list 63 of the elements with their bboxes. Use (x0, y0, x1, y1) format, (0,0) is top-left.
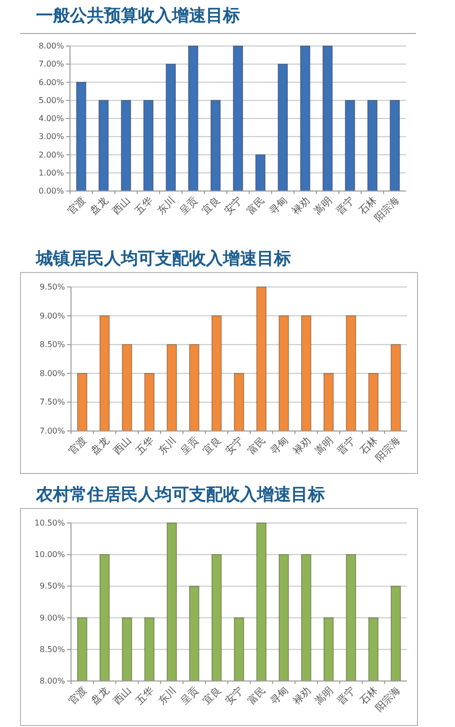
y-tick-label: 8.00% (40, 676, 66, 686)
y-tick-label: 0.00% (38, 186, 64, 196)
x-tick-label: 宜良 (200, 194, 222, 218)
chart-title: 城镇居民人均可支配收入增速目标 (36, 248, 291, 270)
x-tick-label: 官渡 (66, 684, 90, 708)
x-tick-label: 盘龙 (88, 194, 110, 218)
x-tick-label: 嵩明 (312, 684, 336, 708)
y-tick-label: 9.50% (40, 582, 66, 591)
x-tick-label: 盘龙 (88, 684, 112, 708)
x-tick-label: 富民 (244, 194, 268, 218)
y-tick-label: 7.00% (38, 60, 64, 69)
x-tick-label: 寻甸 (268, 684, 291, 708)
x-tick-label: 禄劝 (289, 194, 312, 218)
x-tick-label: 官渡 (65, 194, 88, 218)
x-tick-label: 西山 (111, 434, 134, 458)
y-tick-label: 8.00% (38, 42, 64, 50)
x-tick-label: 嵩明 (312, 434, 336, 458)
x-tick-label: 晋宁 (334, 194, 357, 218)
y-tick-label: 7.00% (40, 426, 66, 436)
x-tick-label: 寻甸 (268, 434, 291, 458)
x-tick-label: 盘龙 (88, 434, 112, 458)
x-tick-label: 西山 (111, 684, 134, 708)
x-tick-label: 五华 (132, 194, 156, 218)
x-tick-label: 东川 (156, 684, 179, 708)
x-tick-label: 呈贡 (179, 685, 202, 708)
x-tick-label: 嵩明 (312, 194, 334, 218)
y-tick-label: 9.00% (40, 311, 66, 320)
y-tick-label: 10.00% (34, 550, 66, 560)
x-tick-label: 宜良 (200, 434, 224, 458)
y-tick-label: 8.00% (40, 368, 66, 378)
x-tick-label: 官渡 (66, 434, 90, 458)
chart-title: 农村常住居民人均可支配收入增速目标 (36, 484, 325, 506)
chart-title: 一般公共预算收入增速目标 (36, 5, 240, 27)
x-tick-label: 东川 (156, 434, 179, 458)
x-tick-label: 呈贡 (179, 435, 202, 458)
y-tick-label: 8.50% (40, 644, 66, 654)
x-tick-label: 安宁 (222, 194, 245, 218)
y-tick-label: 6.00% (38, 78, 64, 87)
y-tick-label: 4.00% (38, 114, 64, 123)
x-tick-label: 宜良 (200, 684, 224, 708)
x-tick-label: 富民 (246, 434, 268, 458)
x-tick-label: 五华 (134, 434, 156, 458)
y-tick-label: 5.00% (38, 96, 64, 105)
x-tick-label: 富民 (246, 684, 268, 708)
x-tick-label: 安宁 (223, 434, 246, 458)
y-tick-label: 7.50% (40, 398, 66, 407)
x-tick-label: 晋宁 (335, 434, 358, 458)
y-tick-label: 9.50% (40, 282, 66, 292)
x-tick-label: 寻甸 (267, 194, 290, 218)
y-tick-label: 1.00% (38, 168, 64, 178)
y-tick-label: 8.50% (40, 340, 66, 350)
y-tick-label: 9.00% (40, 613, 66, 622)
y-tick-label: 3.00% (38, 132, 64, 142)
x-tick-label: 安宁 (223, 684, 246, 708)
x-tick-label: 东川 (155, 194, 178, 218)
x-tick-label: 五华 (134, 684, 156, 708)
y-tick-label: 10.50% (34, 518, 66, 528)
x-tick-label: 禄劝 (290, 434, 314, 458)
x-tick-label: 晋宁 (335, 684, 358, 708)
y-tick-label: 2.00% (38, 150, 64, 160)
x-tick-label: 呈贡 (178, 195, 200, 218)
x-tick-label: 禄劝 (290, 684, 314, 708)
x-tick-label: 西山 (110, 194, 133, 218)
